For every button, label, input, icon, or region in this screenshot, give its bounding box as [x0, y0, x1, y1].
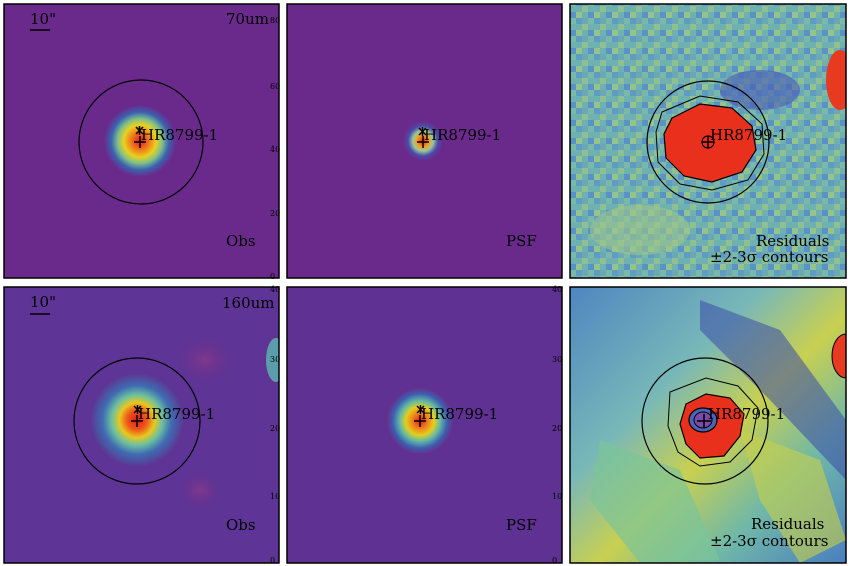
svg-text:40: 40	[270, 145, 280, 154]
source-marker	[134, 126, 146, 148]
source-label: HR8799-1	[710, 126, 787, 144]
source-label: HR8799-1	[141, 126, 218, 144]
scale-bar-label: 10"	[30, 10, 56, 28]
right-axis: 40 30 20 10 0	[552, 285, 562, 565]
svg-text:80: 80	[270, 16, 280, 25]
panel-label: Residuals	[756, 232, 829, 250]
panel-label: Obs	[226, 516, 256, 534]
source-label: HR8799-1	[138, 405, 215, 423]
aperture-circle	[646, 80, 770, 204]
aperture-circle	[73, 357, 201, 485]
panel-label: Residuals	[751, 515, 824, 533]
aperture-circle	[641, 357, 769, 485]
svg-text:20: 20	[270, 209, 280, 218]
source-label: HR8799-1	[421, 405, 498, 423]
source-label: HR8799-1	[424, 126, 501, 144]
band-label: 160um	[222, 294, 275, 312]
aperture-circle	[78, 79, 204, 205]
panel-160um-psf: HR8799-1 PSF 40 30 20 10 0	[286, 285, 563, 565]
svg-text:40: 40	[552, 285, 562, 294]
svg-text:0: 0	[552, 556, 557, 565]
panel-160um-obs: HR8799-1 10" 160um Obs 40 30 20 10 0	[3, 285, 280, 565]
svg-text:40: 40	[270, 285, 280, 294]
svg-text:30: 30	[552, 355, 562, 364]
source-marker	[414, 405, 426, 427]
panel-label: Obs	[226, 232, 256, 250]
panel-sublabel: ±2-3σ contours	[710, 532, 828, 550]
source-marker	[417, 127, 429, 148]
panel-label: PSF	[506, 232, 537, 250]
source-marker	[702, 136, 714, 148]
scale-bar-label: 10"	[30, 293, 56, 311]
panel-70um-psf: HR8799-1 PSF	[286, 3, 563, 279]
svg-text:0: 0	[270, 272, 275, 281]
residual-blob	[663, 103, 757, 183]
svg-text:60: 60	[270, 82, 280, 91]
panel-160um-residual: HR8799-1 Residuals ±2-3σ contours	[569, 286, 847, 564]
band-label: 70um	[226, 10, 269, 28]
svg-text:20: 20	[270, 424, 280, 433]
source-label: HR8799-1	[708, 405, 785, 423]
right-axis: 40 30 20 10 0	[270, 285, 280, 565]
panel-70um-residual: HR8799-1 Residuals ±2-3σ contours	[569, 3, 847, 279]
svg-text:30: 30	[270, 355, 280, 364]
svg-text:10: 10	[552, 492, 562, 501]
source-marker	[131, 405, 143, 427]
panel-label: PSF	[506, 516, 537, 534]
svg-text:20: 20	[552, 424, 562, 433]
panel-70um-obs: HR8799-1 10" 70um Obs 80 60 40 20 0	[3, 3, 280, 281]
panel-sublabel: ±2-3σ contours	[710, 248, 828, 266]
right-axis: 80 60 40 20 0	[270, 16, 280, 281]
source-marker	[697, 414, 711, 428]
svg-text:0: 0	[270, 556, 275, 565]
svg-text:10: 10	[270, 492, 280, 501]
